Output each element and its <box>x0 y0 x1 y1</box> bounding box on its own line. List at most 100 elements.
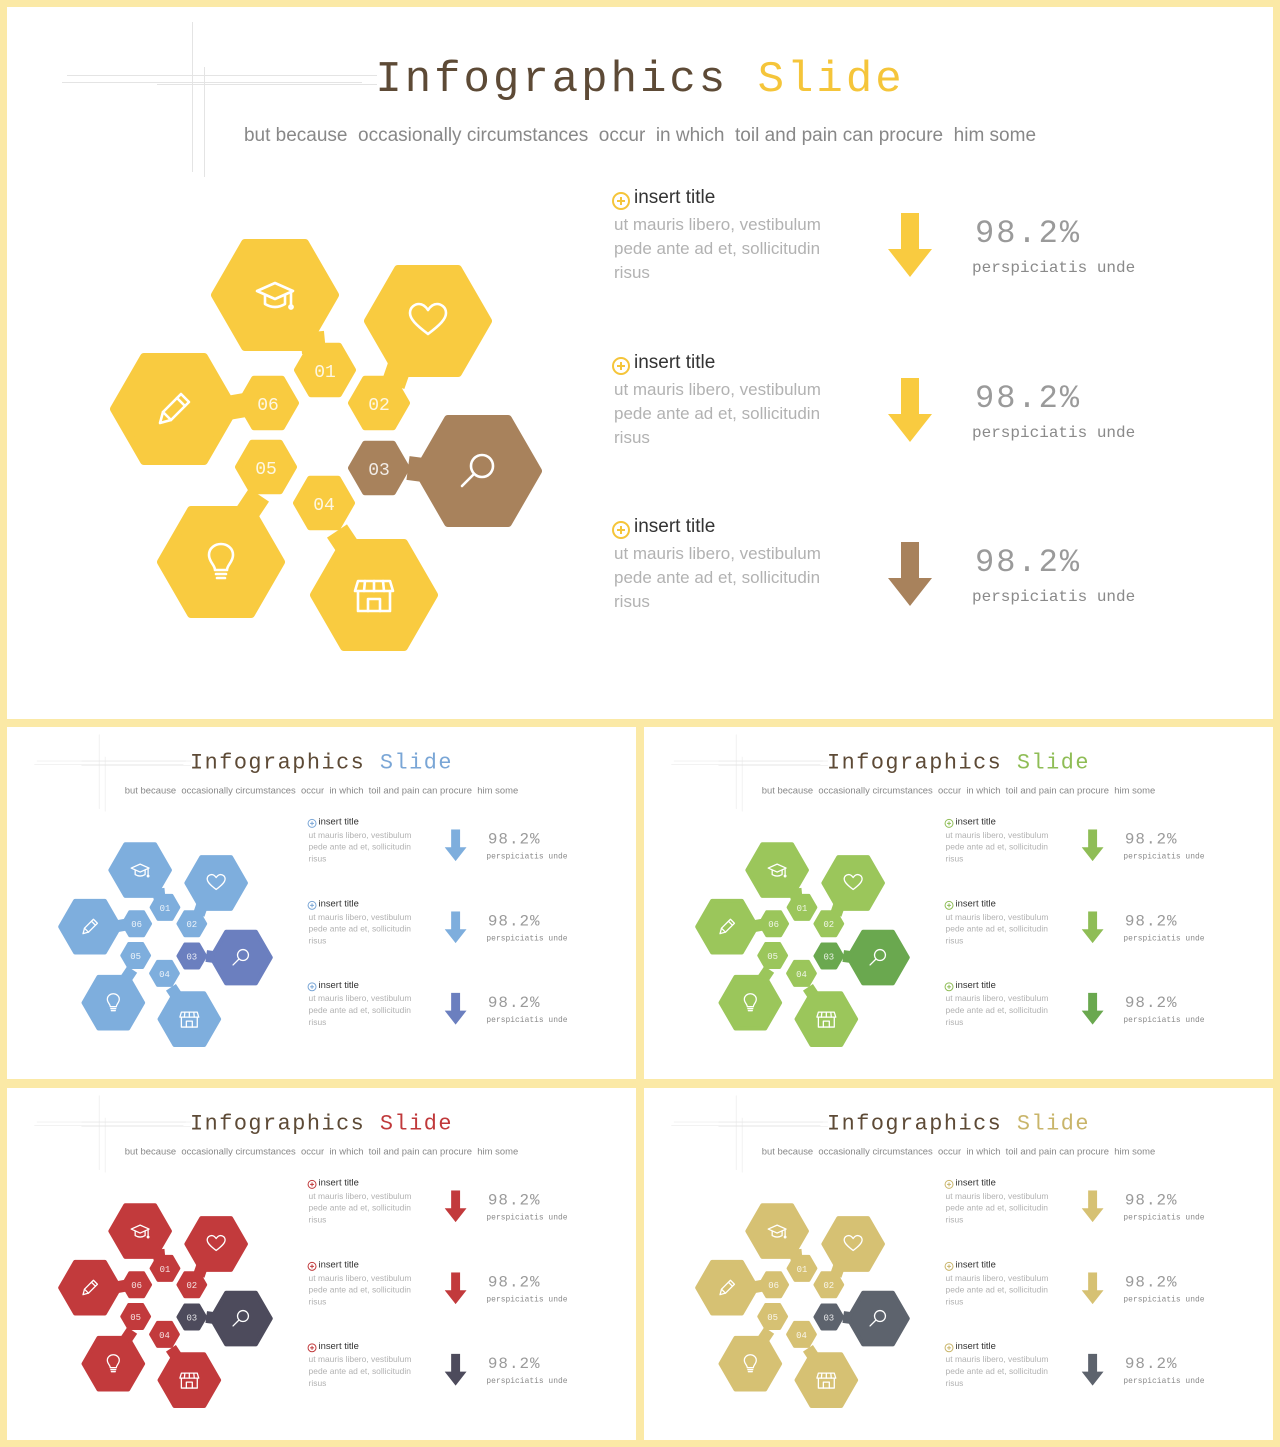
slide-title: Infographics Slide <box>644 1112 1273 1137</box>
hexagon-step-03[interactable]: 03 <box>348 415 542 527</box>
hexagon-step-02[interactable]: 02 <box>813 1216 885 1299</box>
hexagon-step-03[interactable]: 03 <box>176 929 273 986</box>
feature-title: insert title <box>634 516 716 537</box>
slide-subtitle: but because occasionally circumstances o… <box>124 785 519 797</box>
hexagon-step-01[interactable]: 01 <box>108 1203 181 1282</box>
hexagon-step-02[interactable]: 02 <box>176 855 248 938</box>
stat-label: perspiciatis unde <box>1123 1213 1205 1223</box>
plus-icon[interactable] <box>307 982 317 992</box>
hexagon-step-05[interactable]: 05 <box>81 942 152 1031</box>
hexagon-step-01[interactable]: 01 <box>745 1203 818 1282</box>
graduation-cap-icon <box>130 1224 150 1239</box>
hexagon-step-04[interactable]: 04 <box>786 959 859 1047</box>
plus-icon[interactable] <box>944 900 954 910</box>
step-number: 02 <box>823 920 834 930</box>
plus-icon[interactable] <box>307 1261 317 1271</box>
feature-description: ut mauris libero, vestibulum pede ante a… <box>945 1354 1049 1389</box>
hexagon-step-05[interactable]: 05 <box>718 1303 789 1392</box>
feature-title: insert title <box>318 979 359 991</box>
hexagon-step-06[interactable]: 06 <box>695 898 790 955</box>
feature-title: insert title <box>318 1259 359 1270</box>
feature-description: ut mauris libero, vestibulum pede ante a… <box>308 1191 412 1225</box>
hexagon-large <box>157 1352 222 1408</box>
plus-icon[interactable] <box>944 1179 954 1189</box>
plus-icon[interactable] <box>944 818 954 828</box>
plus-icon[interactable] <box>944 1343 954 1353</box>
heart-icon <box>408 302 448 336</box>
hexagon-step-06[interactable]: 06 <box>58 898 153 955</box>
stat-value: 98.2% <box>487 1354 541 1374</box>
hexagon-small <box>237 375 299 431</box>
hexagon-step-02[interactable]: 02 <box>176 1216 248 1299</box>
hexagon-step-04[interactable]: 04 <box>149 959 222 1047</box>
feature-item: insert title ut mauris libero, vestibulum… <box>307 898 636 953</box>
step-number: 03 <box>186 953 197 963</box>
feature-description: ut mauris libero, vestibulum pede ante a… <box>614 215 821 282</box>
pencil-icon <box>719 918 736 935</box>
hexagon-small <box>757 942 789 970</box>
hexagon-large <box>695 898 759 955</box>
slide-green-thumbnail[interactable]: Infographics Slide but because occasional… <box>644 727 1273 1079</box>
slide-blue-thumbnail[interactable]: Infographics Slide but because occasional… <box>7 727 636 1079</box>
hexagon-step-03[interactable]: 03 <box>813 929 910 986</box>
lightbulb-icon <box>106 1354 120 1373</box>
hexagon-step-01[interactable]: 01 <box>211 239 356 398</box>
feature-title: insert title <box>955 898 996 909</box>
hexagon-step-06[interactable]: 06 <box>58 1259 153 1316</box>
hexagon-step-02[interactable]: 02 <box>348 265 492 431</box>
feature-title: insert title <box>318 816 359 827</box>
hexagon-small <box>758 1271 790 1299</box>
stat-label: perspiciatis unde <box>486 852 568 862</box>
step-number: 03 <box>823 953 834 963</box>
lightbulb-icon <box>743 993 757 1012</box>
plus-icon[interactable] <box>612 357 630 375</box>
hexagon-step-06[interactable]: 06 <box>695 1259 790 1316</box>
hexagon-small <box>176 910 208 938</box>
hexagon-small <box>176 942 208 970</box>
slide-red-thumbnail[interactable]: Infographics Slide but because occasional… <box>7 1088 636 1440</box>
hexagon-large <box>846 929 910 986</box>
hexagon-step-05[interactable]: 05 <box>157 439 297 618</box>
hexagon-step-02[interactable]: 02 <box>813 855 885 938</box>
hexagon-large <box>211 239 339 351</box>
hexagon-small <box>120 1303 152 1331</box>
step-number: 02 <box>186 920 197 930</box>
search-icon <box>869 948 887 966</box>
hexagon-step-01[interactable]: 01 <box>108 842 181 921</box>
hexagon-step-06[interactable]: 06 <box>110 353 299 465</box>
hexagon-step-04[interactable]: 04 <box>786 1320 859 1408</box>
feature-item: insert title ut mauris libero, vestibulum… <box>944 898 1273 953</box>
hexagon-step-03[interactable]: 03 <box>813 1290 910 1347</box>
feature-description: ut mauris libero, vestibulum pede ante a… <box>308 993 412 1028</box>
plus-icon[interactable] <box>944 982 954 992</box>
slide-gold-thumbnail[interactable]: Infographics Slide but because occasional… <box>644 1088 1273 1440</box>
graduation-cap-icon <box>767 1224 787 1239</box>
plus-icon[interactable] <box>307 900 317 910</box>
hexagon-step-03[interactable]: 03 <box>176 1290 273 1347</box>
hexagon-step-01[interactable]: 01 <box>745 842 818 921</box>
hexagon-small <box>786 959 817 987</box>
heart-icon <box>206 1234 226 1252</box>
stat-label: perspiciatis unde <box>486 934 568 944</box>
store-icon <box>179 1372 200 1389</box>
down-arrow-icon <box>1081 1190 1104 1223</box>
plus-icon[interactable] <box>612 192 630 210</box>
step-number: 01 <box>160 1265 171 1275</box>
hexagon-step-05[interactable]: 05 <box>718 942 789 1031</box>
plus-icon[interactable] <box>307 1343 317 1353</box>
feature-item: insert title ut mauris libero, vestibulum… <box>944 1341 1273 1396</box>
plus-icon[interactable] <box>307 1179 317 1189</box>
hexagon-step-04[interactable]: 04 <box>293 475 438 651</box>
plus-icon[interactable] <box>307 818 317 828</box>
hexagon-small <box>149 893 181 921</box>
hexagon-large <box>745 1203 809 1259</box>
feature-description: ut mauris libero, vestibulum pede ante a… <box>945 1191 1049 1225</box>
stat-value: 98.2% <box>975 215 1082 252</box>
plus-icon[interactable] <box>612 521 630 539</box>
plus-icon[interactable] <box>944 1261 954 1271</box>
step-number: 03 <box>368 461 390 481</box>
decorative-line <box>204 67 205 177</box>
hexagon-large <box>364 265 492 377</box>
hexagon-step-04[interactable]: 04 <box>149 1320 222 1408</box>
hexagon-step-05[interactable]: 05 <box>81 1303 152 1392</box>
